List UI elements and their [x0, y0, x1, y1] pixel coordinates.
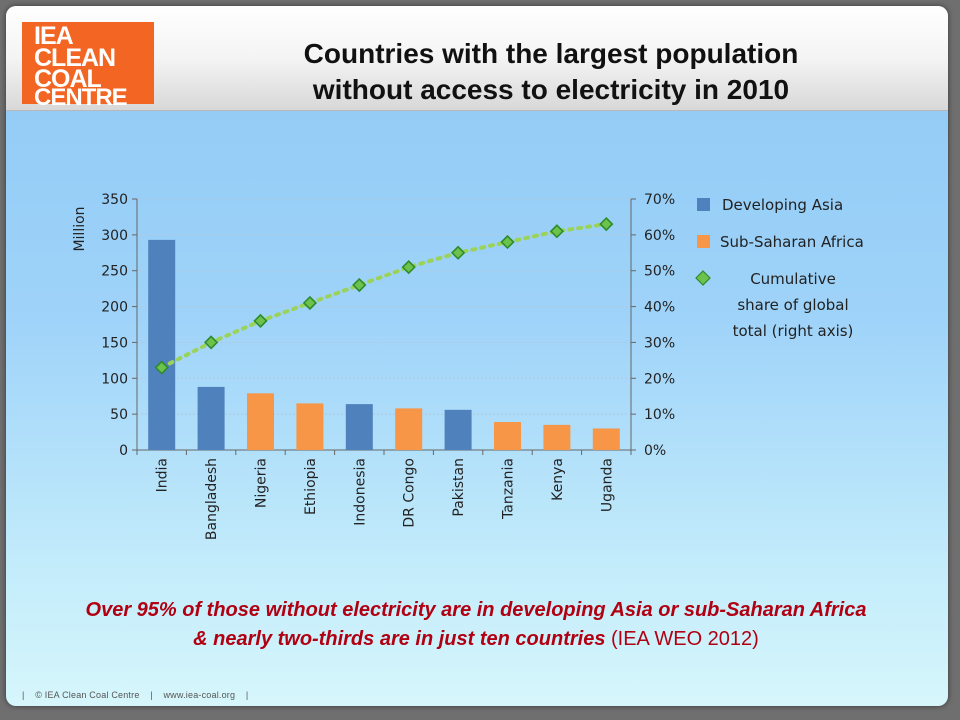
- y2-tick-label: 60%: [644, 228, 675, 244]
- y2-tick-label: 10%: [644, 407, 675, 423]
- logo-line-1: IEA: [34, 22, 74, 50]
- cumulative-point: [253, 313, 268, 329]
- y-tick-label: 100: [101, 371, 128, 387]
- title-line-2: without access to electricity in 2010: [312, 74, 790, 105]
- x-tick-label: Ethiopia: [303, 458, 319, 515]
- cumulative-share-line: [159, 222, 609, 370]
- x-tick-label: Bangladesh: [204, 458, 220, 540]
- slide-title: Countries with the largest population wi…: [206, 36, 896, 108]
- legend-label-cumulative: Cumulative: [750, 270, 836, 288]
- cumulative-point: [500, 234, 515, 250]
- y2-tick-label: 40%: [644, 300, 675, 316]
- y2-tick-label: 70%: [644, 192, 675, 208]
- x-tick-label: India: [155, 458, 171, 492]
- bar-ethiopia: [296, 403, 324, 450]
- y2-tick-label: 30%: [644, 335, 675, 351]
- x-tick-label: Pakistan: [451, 458, 467, 517]
- bar-nigeria: [247, 393, 274, 450]
- legend-label-cumulative: share of global: [737, 296, 848, 314]
- logo-line-2: CLEAN: [34, 44, 116, 72]
- y-tick-label: 250: [101, 264, 128, 280]
- header-bar: [6, 6, 948, 111]
- slide: IEA CLEAN COAL CENTRE Countries with the…: [6, 6, 948, 706]
- footer-url[interactable]: www.iea-coal.org: [163, 690, 236, 700]
- cumulative-point: [203, 335, 219, 350]
- bar-pakistan: [444, 409, 472, 450]
- x-tick-label: Indonesia: [352, 458, 368, 526]
- y2-tick-label: 0%: [644, 443, 666, 459]
- legend-label-cumulative: total (right axis): [733, 322, 854, 340]
- x-tick-label: DR Congo: [402, 458, 418, 528]
- caption-line-1: Over 95% of those without electricity ar…: [85, 599, 867, 621]
- legend-label-asia: Developing Asia: [722, 196, 843, 214]
- y-tick-label: 200: [101, 300, 128, 316]
- title-line-1: Countries with the largest population: [303, 38, 799, 69]
- y-tick-label: 50: [110, 407, 128, 423]
- bar-kenya: [543, 424, 571, 450]
- footer-separator: |: [22, 690, 25, 700]
- y-tick-label: 300: [101, 228, 128, 244]
- cumulative-point: [401, 259, 416, 275]
- footer-copyright: © IEA Clean Coal Centre: [35, 690, 140, 700]
- logo-line-3: COAL: [34, 65, 102, 93]
- footer-separator: |: [150, 690, 153, 700]
- y2-tick-label: 50%: [644, 264, 675, 280]
- x-tick-label: Nigeria: [254, 458, 270, 508]
- bar-india: [148, 239, 176, 450]
- footer: | © IEA Clean Coal Centre | www.iea-coal…: [22, 690, 256, 700]
- cumulative-point: [549, 224, 565, 239]
- caption-line-2-wrap: & nearly two-thirds are in just ten coun…: [6, 625, 946, 654]
- footer-separator: |: [245, 690, 249, 700]
- x-tick-label: Uganda: [599, 458, 615, 512]
- y-tick-label: 350: [101, 192, 128, 208]
- bar-indonesia: [345, 404, 373, 450]
- x-tick-label: Kenya: [550, 458, 566, 501]
- bar-tanzania: [494, 422, 521, 450]
- y-axis-label: Million: [72, 206, 88, 251]
- legend-label-africa: Sub-Saharan Africa: [720, 233, 864, 251]
- legend-marker-africa: [697, 235, 710, 248]
- caption-line-2: & nearly two-thirds are in just ten coun…: [193, 628, 606, 650]
- cumulative-point: [352, 277, 367, 293]
- legend-marker-cumulative: [695, 270, 711, 286]
- iea-clean-coal-centre-logo: IEA CLEAN COAL CENTRE: [22, 22, 154, 110]
- bar-dr-congo: [395, 408, 423, 450]
- logo-line-4: CENTRE: [34, 84, 128, 111]
- y-tick-label: 150: [101, 335, 128, 351]
- cumulative-point: [154, 360, 169, 375]
- legend-marker-asia: [697, 198, 710, 211]
- caption: Over 95% of those without electricity ar…: [6, 596, 946, 654]
- cumulative-point: [302, 295, 318, 311]
- x-tick-label: Tanzania: [501, 458, 517, 520]
- y2-tick-label: 20%: [644, 371, 675, 387]
- bar-uganda: [592, 428, 620, 450]
- y-tick-label: 0: [119, 443, 128, 459]
- population-chart: 0 50 100 150 200 250 300 350 0% 10% 20% 30% 40% 50% 60…: [72, 192, 864, 540]
- cumulative-point: [450, 245, 466, 260]
- caption-source: (IEA WEO 2012): [611, 628, 759, 650]
- bar-bangladesh: [197, 386, 225, 450]
- cumulative-point: [599, 216, 614, 232]
